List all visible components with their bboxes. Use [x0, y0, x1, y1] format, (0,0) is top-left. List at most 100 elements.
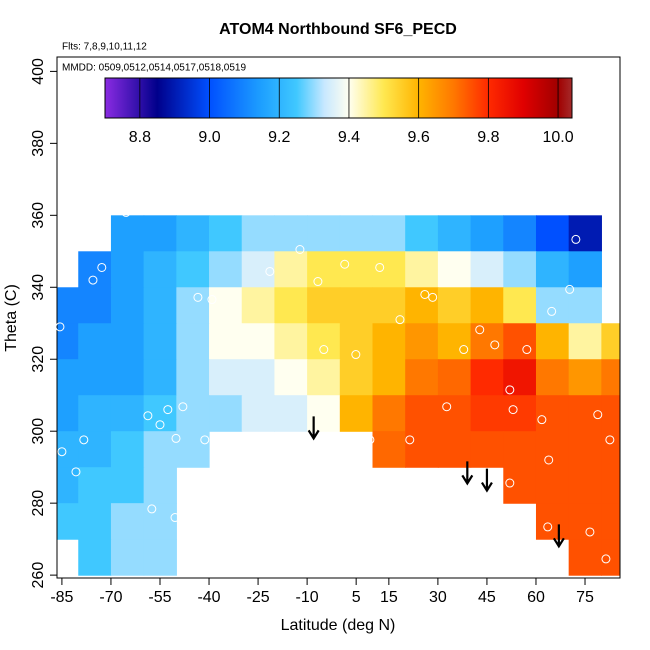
heat-cell [78, 395, 112, 432]
chart-title: ATOM4 Northbound SF6_PECD [219, 21, 457, 38]
heat-cell [601, 503, 620, 540]
x-tick-label: -10 [296, 589, 319, 606]
data-point [544, 455, 554, 465]
data-point [200, 435, 210, 445]
heat-cell [601, 539, 620, 576]
heat-cell [307, 323, 341, 360]
heat-cell [274, 395, 308, 432]
data-point [601, 554, 611, 564]
arrow [552, 524, 565, 549]
colorbar-tick-label: 9.8 [477, 129, 499, 146]
heat-cell [176, 215, 210, 252]
heat-cell [110, 539, 145, 576]
data-point [207, 295, 217, 305]
heat-cell [274, 251, 308, 288]
heat-cell [57, 467, 79, 504]
data-point [178, 402, 188, 412]
data-point [295, 244, 305, 254]
heat-cell [437, 215, 472, 252]
heat-cell [601, 359, 620, 396]
data-point [522, 345, 532, 355]
heat-cell [470, 251, 504, 288]
heat-cell [601, 431, 620, 468]
heat-cell [78, 467, 112, 504]
data-point [193, 292, 203, 302]
data-point [147, 504, 157, 514]
heat-cell [143, 215, 177, 252]
x-tick-label: 15 [380, 589, 398, 606]
y-tick-label: 280 [30, 490, 47, 517]
heat-cell [241, 287, 276, 324]
heat-cell [535, 251, 570, 288]
heat-cell [405, 251, 439, 288]
data-point [79, 435, 89, 445]
heat-cell [143, 287, 177, 324]
heat-cell [307, 395, 341, 432]
data-point [171, 433, 181, 443]
heat-cell [143, 359, 177, 396]
data-point [351, 350, 361, 360]
heat-cell [110, 251, 145, 288]
heat-cell [339, 215, 374, 252]
heat-cell [78, 251, 112, 288]
heat-cell [568, 359, 602, 396]
heat-cell [307, 287, 341, 324]
note: MMDD: 0509,0512,0514,0517,0518,0519 [62, 63, 246, 74]
data-point [340, 259, 350, 269]
heat-cell [78, 503, 112, 540]
heat-cell [601, 323, 620, 360]
y-tick-label: 320 [30, 346, 47, 373]
heat-cell [209, 323, 243, 360]
heat-cell [405, 395, 439, 432]
heat-cell [372, 359, 406, 396]
heat-cell [143, 323, 177, 360]
data-point [508, 405, 518, 415]
heat-cell [176, 323, 210, 360]
heat-cell [405, 215, 439, 252]
data-point [395, 315, 405, 325]
heat-cell [339, 359, 374, 396]
data-point [319, 345, 329, 355]
heat-cell [437, 395, 472, 432]
heat-cell [405, 323, 439, 360]
heat-cell [470, 395, 504, 432]
heat-cell [110, 359, 145, 396]
heat-cell [176, 287, 210, 324]
heat-cell [568, 467, 602, 504]
heat-cell [57, 323, 79, 360]
heat-cell [568, 287, 602, 324]
heat-cell [470, 215, 504, 252]
data-point [565, 284, 575, 294]
data-point [505, 478, 515, 488]
data-point [97, 262, 107, 272]
data-point [543, 522, 553, 532]
heat-cell [274, 359, 308, 396]
heat-cell [78, 539, 112, 576]
heatmap [57, 215, 620, 576]
x-axis-label: Latitude (deg N) [281, 617, 396, 634]
data-point [143, 411, 153, 421]
heat-cell [241, 251, 276, 288]
heat-cell [568, 251, 602, 288]
heat-cell [176, 431, 210, 468]
heat-cell [437, 359, 472, 396]
data-point [571, 234, 581, 244]
colorbar-tick-label: 9.2 [268, 129, 290, 146]
y-tick-label: 400 [30, 58, 47, 85]
y-tick-label: 360 [30, 202, 47, 229]
x-tick-label: 75 [576, 589, 594, 606]
heat-cell [110, 467, 145, 504]
heat-cell [503, 359, 537, 396]
heat-cell [437, 287, 472, 324]
heat-cell [110, 503, 145, 540]
data-point [242, 440, 252, 450]
data-point [585, 527, 595, 537]
heat-cell [503, 431, 537, 468]
x-tick-label: -85 [50, 589, 73, 606]
heat-cell [535, 323, 570, 360]
heat-cell [241, 395, 276, 432]
heat-cell [209, 395, 243, 432]
colorbar-tick-label: 10.0 [542, 129, 573, 146]
heat-cell [372, 251, 406, 288]
y-tick-label: 340 [30, 274, 47, 301]
